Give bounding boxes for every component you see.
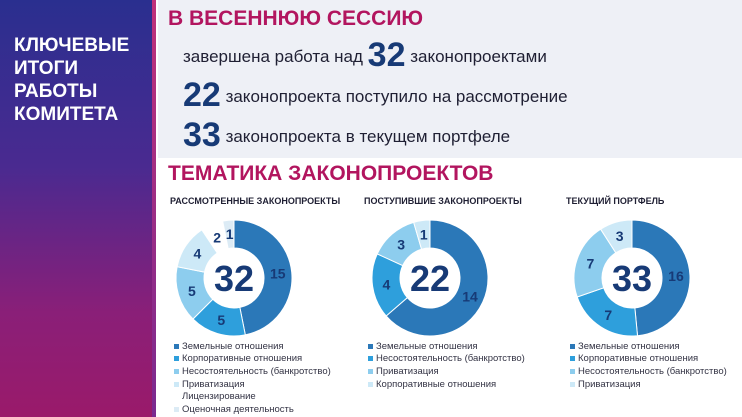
legend-item: Земельные отношения	[174, 340, 331, 353]
donut-chart-received: 14 4 31 22	[371, 219, 489, 337]
donut-center-total: 22	[410, 258, 450, 299]
slice-value-label: 1	[420, 226, 428, 242]
topics-area	[158, 158, 742, 417]
legend-label: Лицензирование	[182, 391, 256, 403]
legend-marker	[570, 343, 575, 349]
legend-item: Несостоятельность (банкротство)	[570, 365, 727, 378]
stat-completed-prefix: завершена работа над	[183, 47, 363, 66]
stat-completed: завершена работа над 32 законопроектами	[183, 36, 547, 75]
session-summary-box	[158, 0, 742, 158]
legend-item: Оценочная деятельность	[174, 403, 331, 416]
donut-slice	[385, 219, 489, 337]
donut-slice	[631, 219, 691, 337]
slice-value-label: 5	[217, 312, 225, 328]
chart-title-reviewed: РАССМОТРЕННЫЕ ЗАКОНОПРОЕКТЫ	[170, 196, 341, 206]
legend-label: Земельные отношения	[376, 340, 478, 352]
donut-slice	[413, 219, 431, 250]
legend-label: Оценочная деятельность	[182, 403, 294, 415]
legend-marker	[368, 356, 373, 362]
legend-marker	[368, 381, 373, 387]
legend-item: Корпоративные отношения	[570, 353, 727, 366]
legend-item: Приватизация	[174, 378, 331, 391]
topics-heading: ТЕМАТИКА ЗАКОНОПРОЕКТОВ	[168, 162, 494, 185]
stat-received-text: законопроекта поступило на рассмотрение	[225, 87, 568, 106]
slice-value-label: 4	[194, 246, 202, 262]
stat-portfolio: 33 законопроекта в текущем портфеле	[183, 116, 510, 155]
legend-marker	[368, 343, 373, 349]
slice-value-label: 1	[226, 226, 234, 242]
legend-received: Земельные отношения Несостоятельность (ба…	[368, 340, 525, 390]
donut-center-total: 33	[612, 258, 652, 299]
legend-item: Земельные отношения	[570, 340, 727, 353]
legend-marker	[368, 368, 373, 374]
legend-label: Земельные отношения	[578, 340, 680, 352]
stat-completed-suffix: законопроектами	[410, 47, 547, 66]
chart-title-portfolio: ТЕКУЩИЙ ПОРТФЕЛЬ	[566, 196, 665, 206]
slice-value-label: 14	[462, 288, 478, 304]
legend-marker	[174, 356, 179, 362]
legend-reviewed: Земельные отношения Корпоративные отношен…	[174, 340, 331, 416]
stat-portfolio-number: 33	[183, 116, 221, 154]
legend-label: Несостоятельность (банкротство)	[376, 353, 525, 365]
legend-label: Приватизация	[182, 378, 245, 390]
legend-label: Земельные отношения	[182, 340, 284, 352]
slice-value-label: 7	[587, 256, 595, 272]
slice-value-label: 15	[270, 266, 286, 282]
legend-marker	[174, 406, 179, 412]
legend-marker	[570, 356, 575, 362]
legend-item: Земельные отношения	[368, 340, 525, 353]
chart-title-received: ПОСТУПИВШИЕ ЗАКОНОПРОЕКТЫ	[364, 196, 522, 206]
slice-value-label: 7	[604, 307, 612, 323]
slice-value-label: 3	[616, 228, 624, 244]
legend-marker	[174, 381, 179, 387]
donut-center-total: 32	[214, 258, 254, 299]
legend-label: Приватизация	[578, 378, 641, 390]
legend-item: Лицензирование	[174, 390, 331, 403]
sidebar-title: КЛЮЧЕВЫЕ ИТОГИ РАБОТЫ КОМИТЕТА	[14, 35, 130, 125]
donut-slice	[233, 219, 293, 336]
slice-value-label: 2	[213, 229, 221, 245]
slice-value-label: 16	[668, 268, 684, 284]
legend-marker	[174, 394, 179, 400]
donut-slice	[222, 219, 235, 250]
stat-received: 22 законопроекта поступило на рассмотрен…	[183, 76, 568, 115]
legend-portfolio: Земельные отношения Корпоративные отношен…	[570, 340, 727, 390]
left-panel: КЛЮЧЕВЫЕ ИТОГИ РАБОТЫ КОМИТЕТА	[0, 0, 152, 417]
legend-marker	[570, 381, 575, 387]
stat-portfolio-text: законопроекта в текущем портфеле	[225, 127, 511, 146]
slice-value-label: 3	[397, 237, 405, 253]
legend-label: Несостоятельность (банкротство)	[578, 365, 727, 377]
stat-received-number: 22	[183, 76, 221, 114]
donut-slice	[599, 219, 633, 254]
stat-completed-number: 32	[367, 36, 406, 74]
legend-label: Корпоративные отношения	[182, 353, 303, 365]
legend-label: Корпоративные отношения	[376, 378, 497, 390]
legend-item: Корпоративные отношения	[368, 378, 525, 391]
accent-stripe	[152, 0, 156, 417]
slice-value-label: 5	[188, 283, 196, 299]
legend-marker	[570, 368, 575, 374]
legend-label: Корпоративные отношения	[578, 353, 699, 365]
legend-marker	[174, 343, 179, 349]
legend-item: Несостоятельность (банкротство)	[174, 365, 331, 378]
session-heading: В ВЕСЕННЮЮ СЕССИЮ	[168, 7, 424, 30]
legend-item: Корпоративные отношения	[174, 353, 331, 366]
slice-value-label: 4	[383, 276, 391, 292]
legend-marker	[174, 368, 179, 374]
legend-label: Несостоятельность (банкротство)	[182, 365, 331, 377]
legend-item: Приватизация	[570, 378, 727, 391]
legend-label: Приватизация	[376, 365, 439, 377]
legend-item: Приватизация	[368, 365, 525, 378]
legend-item: Несостоятельность (банкротство)	[368, 353, 525, 366]
donut-chart-reviewed: 15 5 5 42 1 32	[175, 219, 293, 337]
